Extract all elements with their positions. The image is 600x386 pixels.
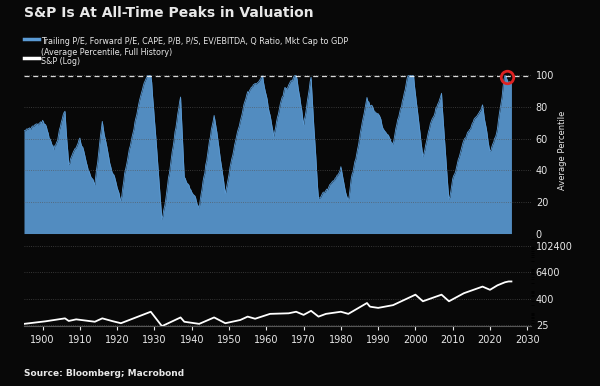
- Text: Trailing P/E, Forward P/E, CAPE, P/B, P/S, EV/EBITDA, Q Ratio, Mkt Cap to GDP: Trailing P/E, Forward P/E, CAPE, P/B, P/…: [41, 37, 348, 46]
- Text: Source: Bloomberg; Macrobond: Source: Bloomberg; Macrobond: [24, 369, 184, 378]
- Text: (Average Percentile, Full History): (Average Percentile, Full History): [41, 48, 172, 57]
- Y-axis label: Average Percentile: Average Percentile: [559, 111, 568, 190]
- Text: S&P Is At All-Time Peaks in Valuation: S&P Is At All-Time Peaks in Valuation: [24, 6, 314, 20]
- Text: S&P (Log): S&P (Log): [41, 57, 80, 66]
